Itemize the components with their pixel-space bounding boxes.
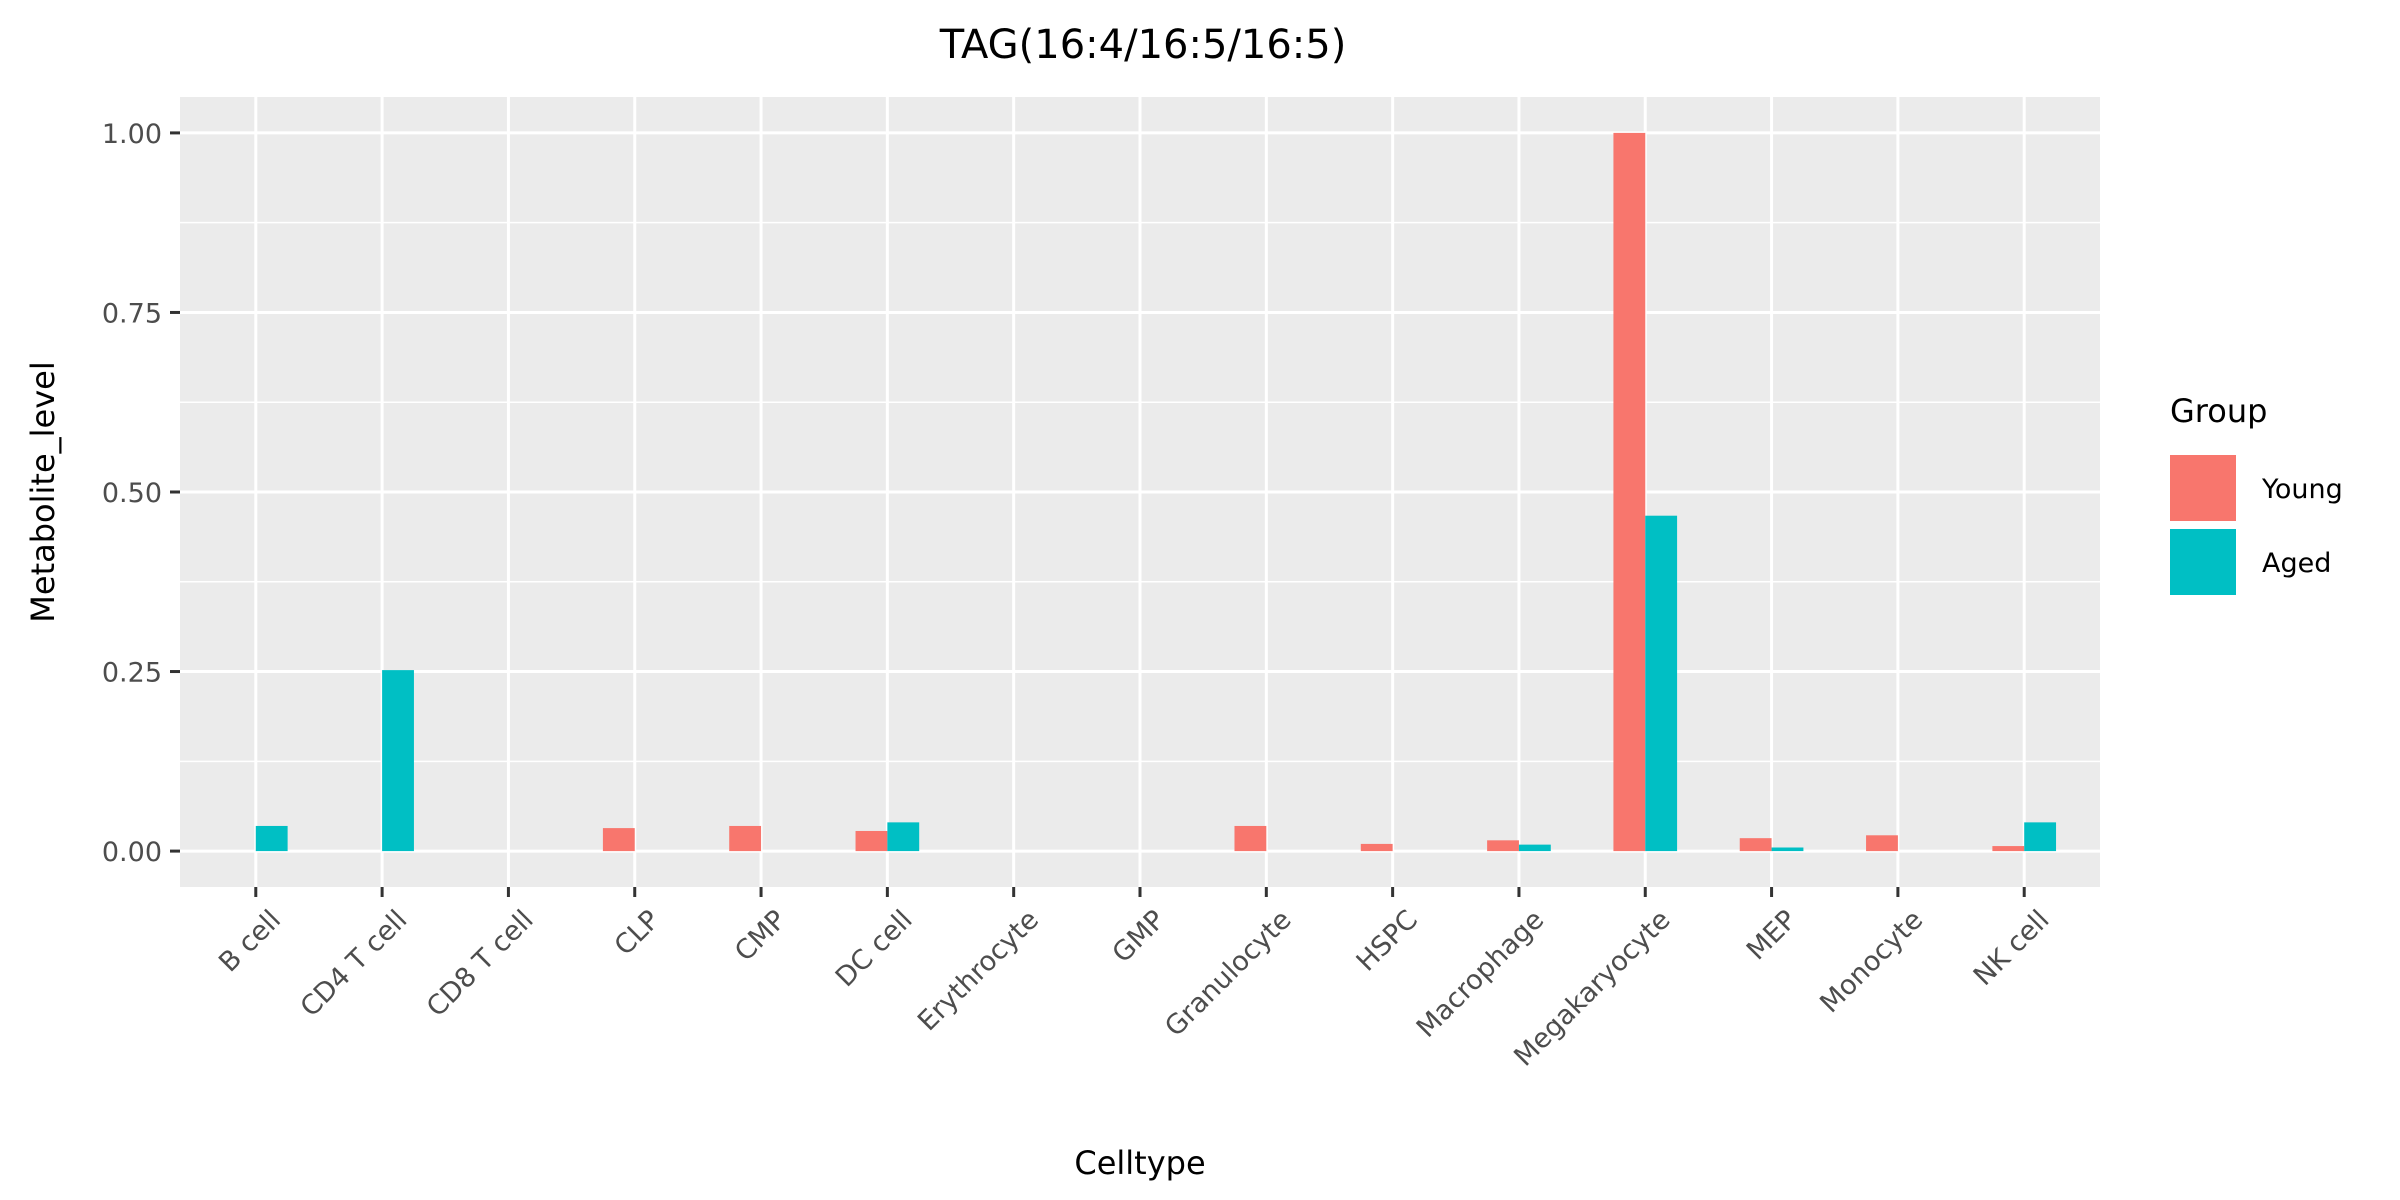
bar-aged-b-cell (255, 825, 288, 852)
bar-young-macrophage (1487, 840, 1519, 852)
x-axis-title: Celltype (1074, 1144, 1205, 1182)
bar-young-cmp (729, 825, 762, 852)
x-tick-label: CD4 T cell (295, 904, 414, 1023)
bar-aged-macrophage (1518, 844, 1551, 852)
legend-key-aged (2170, 529, 2236, 595)
legend-key-young (2170, 455, 2236, 521)
legend-label-young: Young (2261, 474, 2343, 505)
bar-young-monocyte (1866, 835, 1898, 852)
x-tick-label: Granulocyte (1159, 904, 1297, 1042)
bar-aged-nk-cell (2024, 822, 2057, 852)
y-axis: 0.00 0.25 0.50 0.75 1.00 (102, 119, 180, 868)
x-tick-label: DC cell (830, 904, 919, 993)
bar-aged-megakaryocyte (1645, 515, 1678, 852)
x-tick-label: B cell (213, 904, 287, 978)
chart-title: TAG(16:4/16:5/16:5) (939, 22, 1347, 68)
x-tick-label: CLP (609, 904, 666, 961)
y-tick-label: 0.25 (102, 658, 162, 689)
x-tick-label: NK cell (1968, 904, 2056, 992)
legend-title: Group (2170, 392, 2267, 430)
bars (255, 132, 2057, 852)
x-tick-label: Monocyte (1814, 904, 1929, 1019)
legend-label-aged: Aged (2262, 548, 2331, 579)
bar-aged-mep (1771, 847, 1804, 852)
x-tick-label: MEP (1741, 904, 1803, 966)
x-tick-label: Erythrocyte (912, 904, 1045, 1037)
y-tick-label: 0.75 (102, 298, 162, 329)
x-tick-label: GMP (1107, 904, 1172, 969)
x-tick-label: CMP (729, 904, 792, 967)
x-tick-label: HSPC (1351, 904, 1424, 977)
bar-young-mep (1739, 838, 1772, 852)
y-axis-title: Metabolite_level (24, 361, 62, 622)
bar-young-hspc (1360, 843, 1393, 852)
bar-young-nk-cell (1992, 846, 2025, 852)
bar-aged-cd4-t-cell (382, 670, 414, 852)
y-tick-label: 1.00 (102, 119, 162, 150)
bar-young-megakaryocyte (1613, 132, 1646, 852)
y-tick-label: 0.50 (102, 478, 162, 509)
bar-aged-dc-cell (887, 822, 920, 852)
x-tick-label: CD8 T cell (421, 904, 540, 1023)
y-tick-label: 0.00 (102, 837, 162, 868)
bar-young-granulocyte (1234, 825, 1267, 852)
bar-young-clp (602, 828, 635, 852)
x-axis: B cell CD4 T cell CD8 T cell CLP CMP DC cellE… (213, 887, 2055, 1073)
bar-young-dc-cell (855, 830, 888, 852)
legend: Group Young Aged (2170, 392, 2343, 595)
x-tick-label: Macrophage (1411, 904, 1550, 1043)
